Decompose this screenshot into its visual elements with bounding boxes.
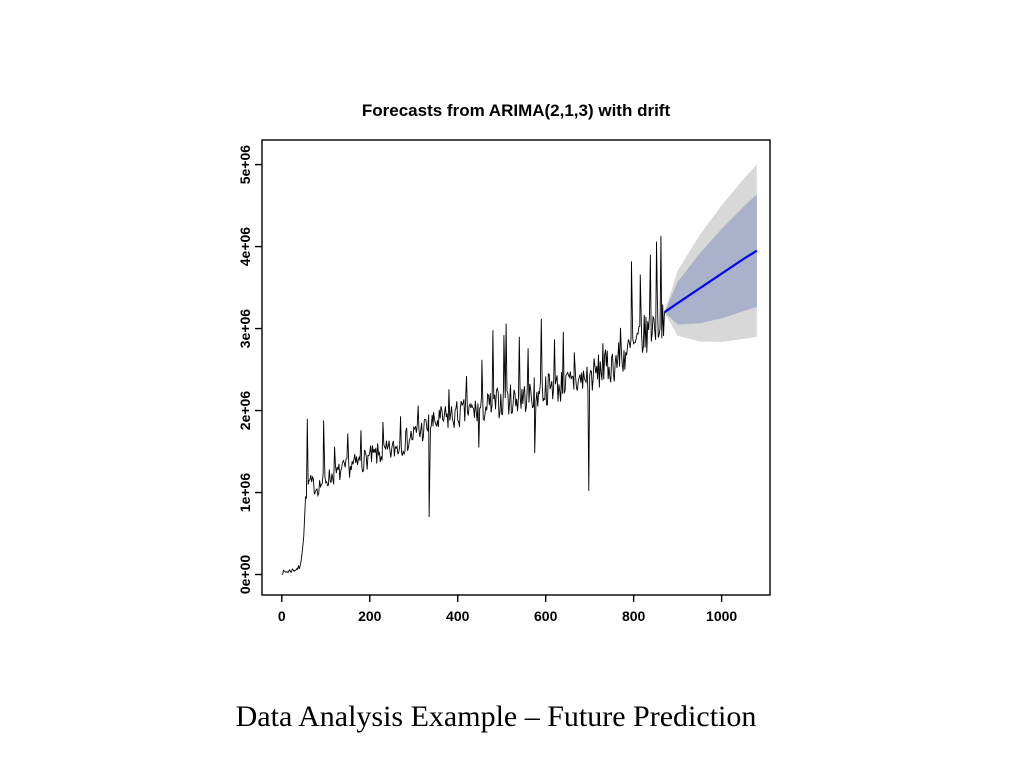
y-tick-label: 2e+06: [237, 391, 253, 431]
y-tick-label: 5e+06: [237, 145, 253, 185]
history-series: [281, 235, 665, 575]
x-tick-label: 800: [622, 608, 646, 624]
y-tick-label: 4e+06: [237, 227, 253, 267]
plot-frame: [261, 139, 771, 596]
chart-title: Forecasts from ARIMA(2,1,3) with drift: [362, 101, 671, 120]
y-tick-label: 0e+00: [237, 555, 253, 595]
x-tick-label: 200: [358, 608, 382, 624]
plot-svg: Forecasts from ARIMA(2,1,3) with drift 0…: [237, 101, 771, 624]
y-tick-label: 1e+06: [237, 473, 253, 513]
forecast-chart: Forecasts from ARIMA(2,1,3) with drift 0…: [225, 80, 795, 625]
plot-layers: 0 200 400 600 800 1000 0e+00 1e+06 2e+06 3e+06 4e+…: [237, 139, 771, 624]
x-tick-label: 400: [446, 608, 470, 624]
slide-caption: Data Analysis Example – Future Predictio…: [235, 700, 757, 733]
x-tick-label: 1000: [706, 608, 737, 624]
forecast-band-80: [664, 194, 757, 325]
x-tick-label: 600: [534, 608, 558, 624]
x-tick-label: 0: [278, 608, 286, 624]
forecast-mean-line: [663, 249, 758, 314]
y-tick-label: 3e+06: [237, 309, 253, 349]
